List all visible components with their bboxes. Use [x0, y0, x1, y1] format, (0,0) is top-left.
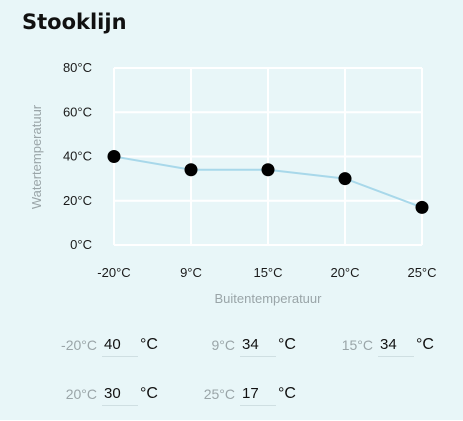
y-tick-label: 60°C: [63, 104, 92, 119]
data-point: [184, 163, 198, 177]
y-axis-title: Watertemperatuur: [29, 104, 44, 209]
page-title: Stooklijn: [22, 10, 127, 34]
water-temp-input[interactable]: [240, 382, 276, 406]
x-tick-label: -20°C: [97, 265, 130, 280]
data-point: [338, 172, 352, 186]
setting-label: 25°C: [203, 386, 235, 402]
y-tick-label: 80°C: [63, 60, 92, 75]
unit-label: °C: [278, 336, 296, 353]
heating-curve-chart: 0°C 20°C 40°C 60°C 80°C -20°C 9°C 15°C 20°C 25°C…: [29, 60, 437, 306]
data-point: [107, 150, 121, 163]
setting-9: 9°C °C: [195, 333, 296, 357]
water-temp-input[interactable]: [240, 333, 276, 357]
water-temp-input[interactable]: [102, 333, 138, 357]
setting-minus20: -20°C °C: [57, 333, 158, 357]
x-tick-label: 20°C: [330, 265, 359, 280]
setting-20: 20°C °C: [57, 382, 158, 406]
chart-series: [107, 150, 429, 214]
x-tick-label: 15°C: [253, 265, 282, 280]
x-axis-title: Buitentemperatuur: [215, 291, 323, 306]
y-tick-label: 40°C: [63, 149, 92, 164]
setting-15: 15°C °C: [333, 333, 434, 357]
y-tick-label: 20°C: [63, 193, 92, 208]
water-temp-input[interactable]: [378, 333, 414, 357]
water-temp-input[interactable]: [102, 382, 138, 406]
x-tick-label: 25°C: [407, 265, 436, 280]
setting-25: 25°C °C: [195, 382, 296, 406]
setting-label: 15°C: [341, 337, 373, 353]
y-axis-ticks: 0°C 20°C 40°C 60°C 80°C: [63, 60, 92, 252]
setting-label: -20°C: [61, 337, 97, 353]
data-point: [261, 163, 275, 177]
data-point: [415, 200, 429, 214]
chart-grid: [113, 67, 423, 246]
unit-label: °C: [140, 385, 158, 402]
x-tick-label: 9°C: [180, 265, 202, 280]
setting-label: 9°C: [211, 337, 236, 353]
y-tick-label: 0°C: [70, 237, 92, 252]
unit-label: °C: [278, 385, 296, 402]
unit-label: °C: [140, 336, 158, 353]
x-axis-ticks: -20°C 9°C 15°C 20°C 25°C: [97, 265, 436, 280]
setting-label: 20°C: [65, 386, 97, 402]
unit-label: °C: [416, 336, 434, 353]
